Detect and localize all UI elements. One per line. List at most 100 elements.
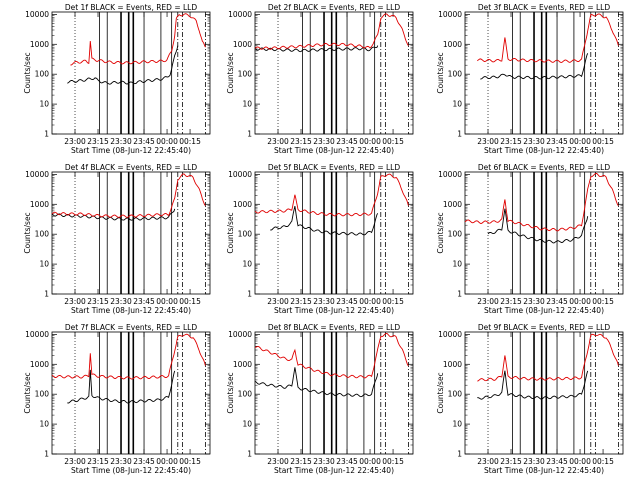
- series-line-lld: [254, 332, 409, 379]
- y-tick-label: 1: [247, 290, 252, 299]
- series-line-lld: [51, 333, 206, 380]
- y-tick-label: 1: [44, 130, 49, 139]
- plot-frame: [51, 171, 211, 295]
- x-tick-label: 00:15: [179, 297, 201, 306]
- series-line-lld: [51, 173, 206, 218]
- x-tick-label: 00:00: [569, 297, 591, 306]
- x-tick-label: 00:15: [179, 137, 201, 146]
- panel-title: Det 2f BLACK = Events, RED = LLD: [268, 3, 401, 12]
- y-tick-label: 100: [35, 70, 50, 79]
- x-axis-label: Start Time (08-Jun-12 22:45:40): [274, 306, 394, 315]
- y-tick-label: 10000: [438, 330, 462, 339]
- y-axis-label: Counts/sec: [436, 52, 445, 93]
- y-tick-label: 1000: [443, 360, 462, 369]
- x-tick-label: 23:30: [523, 457, 545, 466]
- x-tick-label: 23:30: [110, 457, 132, 466]
- panel-6: 1 10 100 1000 10000 23:00 23:15 23:30 23:45 00:00…: [436, 163, 624, 315]
- y-tick-label: 10: [39, 100, 49, 109]
- x-tick-label: 23:15: [87, 297, 109, 306]
- y-axis-label: Counts/sec: [226, 52, 235, 93]
- y-axis-label: Counts/sec: [436, 372, 445, 413]
- x-tick-label: 23:15: [290, 457, 312, 466]
- y-tick-label: 10000: [25, 10, 49, 19]
- y-tick-label: 100: [35, 390, 50, 399]
- x-tick-label: 00:15: [382, 297, 404, 306]
- plot-frame: [254, 11, 414, 135]
- y-tick-label: 1: [457, 130, 462, 139]
- x-tick-label: 00:00: [569, 457, 591, 466]
- panel-title: Det 7f BLACK = Events, RED = LLD: [65, 323, 198, 332]
- y-tick-label: 1: [457, 290, 462, 299]
- plot-frame: [464, 11, 624, 135]
- panel-title: Det 1f BLACK = Events, RED = LLD: [65, 3, 198, 12]
- x-tick-label: 23:15: [87, 137, 109, 146]
- panel-7: 1 10 100 1000 10000 23:00 23:15 23:30 23:45 00:00…: [23, 323, 211, 475]
- x-tick-label: 23:45: [336, 137, 358, 146]
- x-tick-label: 00:00: [156, 457, 178, 466]
- plot-frame: [464, 331, 624, 455]
- series-line-lld: [477, 13, 619, 63]
- y-tick-label: 100: [35, 230, 50, 239]
- y-tick-label: 1000: [443, 200, 462, 209]
- x-tick-label: 23:00: [267, 457, 289, 466]
- x-axis-label: Start Time (08-Jun-12 22:45:40): [71, 306, 191, 315]
- panel-4: 1 10 100 1000 10000 23:00 23:15 23:30 23:45 00:00…: [23, 163, 211, 315]
- panel-2: 1 10 100 1000 10000 23:00 23:15 23:30 23:45 00:00…: [226, 3, 414, 155]
- y-axis-label: Counts/sec: [226, 212, 235, 253]
- panel-title: Det 8f BLACK = Events, RED = LLD: [268, 323, 401, 332]
- y-tick-label: 1000: [30, 360, 49, 369]
- x-tick-label: 23:00: [64, 457, 86, 466]
- y-tick-label: 10000: [438, 10, 462, 19]
- x-tick-label: 23:30: [523, 297, 545, 306]
- y-tick-label: 10: [452, 260, 462, 269]
- plot-frame: [51, 11, 211, 135]
- y-tick-label: 10000: [228, 170, 252, 179]
- x-tick-label: 00:00: [569, 137, 591, 146]
- x-tick-label: 23:45: [133, 457, 155, 466]
- series-line-events: [67, 369, 176, 404]
- x-tick-label: 23:15: [500, 457, 522, 466]
- x-tick-label: 23:15: [87, 457, 109, 466]
- y-tick-label: 1000: [233, 360, 252, 369]
- series-line-events: [51, 208, 176, 221]
- y-tick-label: 10: [39, 420, 49, 429]
- x-tick-label: 23:45: [133, 137, 155, 146]
- x-tick-label: 23:30: [523, 137, 545, 146]
- series-line-lld: [254, 13, 409, 50]
- plot-frame: [254, 171, 414, 295]
- y-tick-label: 100: [448, 390, 463, 399]
- x-tick-label: 00:15: [592, 137, 614, 146]
- series-line-lld: [254, 173, 409, 217]
- x-tick-label: 00:15: [179, 457, 201, 466]
- x-tick-label: 23:30: [313, 297, 335, 306]
- x-tick-label: 00:15: [382, 137, 404, 146]
- y-tick-label: 1: [457, 450, 462, 459]
- x-tick-label: 23:00: [477, 297, 499, 306]
- y-tick-label: 100: [448, 70, 463, 79]
- series-line-events: [477, 370, 589, 400]
- y-axis-label: Counts/sec: [436, 212, 445, 253]
- panel-8: 1 10 100 1000 10000 23:00 23:15 23:30 23:45 00:00…: [226, 323, 414, 475]
- panel-title: Det 9f BLACK = Events, RED = LLD: [478, 323, 611, 332]
- y-tick-label: 10: [242, 260, 252, 269]
- y-tick-label: 100: [238, 230, 253, 239]
- y-axis-label: Counts/sec: [23, 372, 32, 413]
- panel-title: Det 6f BLACK = Events, RED = LLD: [478, 163, 611, 172]
- x-tick-label: 00:15: [592, 297, 614, 306]
- y-tick-label: 10: [242, 420, 252, 429]
- x-tick-label: 23:45: [133, 297, 155, 306]
- x-tick-label: 00:15: [592, 457, 614, 466]
- y-axis-label: Counts/sec: [23, 212, 32, 253]
- y-tick-label: 10000: [228, 330, 252, 339]
- series-line-events: [480, 53, 589, 80]
- y-tick-label: 100: [238, 70, 253, 79]
- series-line-events: [254, 45, 379, 53]
- x-tick-label: 23:00: [64, 297, 86, 306]
- series-line-events: [270, 205, 379, 236]
- y-tick-label: 10000: [438, 170, 462, 179]
- x-tick-label: 23:30: [110, 297, 132, 306]
- y-tick-label: 1000: [233, 40, 252, 49]
- y-tick-label: 100: [448, 230, 463, 239]
- y-tick-label: 1000: [233, 200, 252, 209]
- y-tick-label: 10000: [228, 10, 252, 19]
